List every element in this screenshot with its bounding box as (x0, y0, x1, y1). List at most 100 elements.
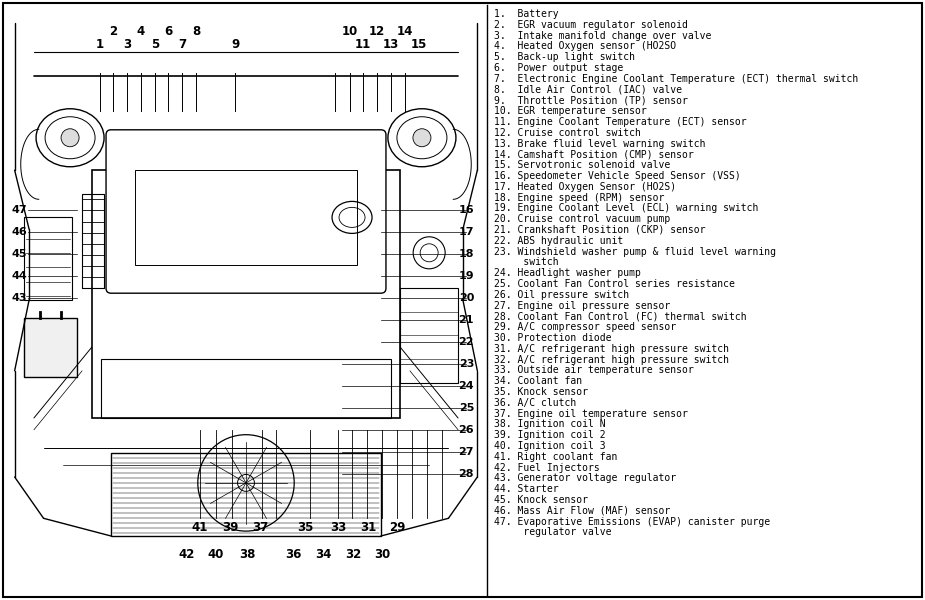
Text: 31: 31 (360, 521, 376, 533)
Text: 5.  Back-up light switch: 5. Back-up light switch (494, 52, 635, 62)
Text: 25. Coolant Fan Control series resistance: 25. Coolant Fan Control series resistanc… (494, 279, 734, 289)
Text: 21: 21 (459, 315, 474, 325)
Text: 4: 4 (137, 25, 145, 38)
Text: 4.  Heated Oxygen sensor (HO2SO: 4. Heated Oxygen sensor (HO2SO (494, 41, 676, 52)
Text: 3: 3 (123, 38, 131, 51)
Text: 5: 5 (151, 38, 159, 51)
Text: 14. Camshaft Position (CMP) sensor: 14. Camshaft Position (CMP) sensor (494, 149, 694, 160)
Text: 1.  Battery: 1. Battery (494, 9, 559, 19)
Text: 11: 11 (355, 38, 371, 51)
Text: 9: 9 (231, 38, 240, 51)
Text: 13: 13 (383, 38, 399, 51)
Text: 18. Engine speed (RPM) sensor: 18. Engine speed (RPM) sensor (494, 193, 664, 203)
Text: 41. Right coolant fan: 41. Right coolant fan (494, 452, 617, 462)
Text: 11. Engine Coolant Temperature (ECT) sensor: 11. Engine Coolant Temperature (ECT) sen… (494, 117, 746, 127)
Text: 46. Mass Air Flow (MAF) sensor: 46. Mass Air Flow (MAF) sensor (494, 506, 671, 516)
Text: 17. Heated Oxygen Sensor (HO2S): 17. Heated Oxygen Sensor (HO2S) (494, 182, 676, 192)
Text: 37. Engine oil temperature sensor: 37. Engine oil temperature sensor (494, 409, 688, 419)
Text: 13. Brake fluid level warning switch: 13. Brake fluid level warning switch (494, 139, 706, 149)
Text: 42: 42 (179, 548, 195, 562)
Text: 10: 10 (342, 25, 358, 38)
Text: 40: 40 (208, 548, 224, 562)
Text: 43: 43 (12, 293, 28, 303)
Text: 23: 23 (459, 359, 474, 369)
Text: 6: 6 (164, 25, 172, 38)
Text: 2: 2 (109, 25, 117, 38)
Text: 44: 44 (12, 271, 28, 281)
Text: 34. Coolant fan: 34. Coolant fan (494, 376, 582, 386)
Text: 39. Ignition coil 2: 39. Ignition coil 2 (494, 430, 606, 440)
Text: 15: 15 (411, 38, 427, 51)
Text: 35: 35 (297, 521, 314, 533)
Text: 45: 45 (12, 249, 28, 259)
Text: 28. Coolant Fan Control (FC) thermal switch: 28. Coolant Fan Control (FC) thermal swi… (494, 311, 746, 322)
Text: 26: 26 (459, 425, 474, 435)
Bar (111, 454, 381, 536)
Text: 23. Windshield washer pump & fluid level warning: 23. Windshield washer pump & fluid level… (494, 247, 776, 257)
Text: 35. Knock sensor: 35. Knock sensor (494, 387, 588, 397)
Text: 10. EGR temperature sensor: 10. EGR temperature sensor (494, 106, 647, 116)
Text: 12: 12 (369, 25, 385, 38)
Bar (24, 217, 72, 300)
Bar (401, 288, 458, 383)
Text: 19. Engine Coolant Level (ECL) warning switch: 19. Engine Coolant Level (ECL) warning s… (494, 203, 758, 214)
Text: 37: 37 (252, 521, 268, 533)
Text: switch: switch (494, 257, 559, 268)
Ellipse shape (413, 129, 431, 147)
Text: 12. Cruise control switch: 12. Cruise control switch (494, 128, 641, 138)
Text: 16: 16 (459, 205, 474, 215)
Bar (82, 194, 105, 288)
Text: 8.  Idle Air Control (IAC) valve: 8. Idle Air Control (IAC) valve (494, 85, 682, 95)
Text: 29: 29 (388, 521, 405, 533)
Text: 9.  Throttle Position (TP) sensor: 9. Throttle Position (TP) sensor (494, 95, 688, 106)
Ellipse shape (61, 129, 79, 147)
Text: 17: 17 (459, 227, 474, 237)
Text: 27. Engine oil pressure sensor: 27. Engine oil pressure sensor (494, 301, 671, 311)
Text: 3.  Intake manifold change over valve: 3. Intake manifold change over valve (494, 31, 711, 41)
Text: 16. Speedometer Vehicle Speed Sensor (VSS): 16. Speedometer Vehicle Speed Sensor (VS… (494, 171, 741, 181)
Text: 46: 46 (12, 227, 28, 237)
Text: 36: 36 (285, 548, 302, 562)
Text: 20: 20 (459, 293, 474, 303)
Text: 7.  Electronic Engine Coolant Temperature (ECT) thermal switch: 7. Electronic Engine Coolant Temperature… (494, 74, 858, 84)
Text: 24: 24 (459, 381, 474, 391)
Text: 8: 8 (191, 25, 200, 38)
Text: 24. Headlight washer pump: 24. Headlight washer pump (494, 268, 641, 278)
Text: 42. Fuel Injectors: 42. Fuel Injectors (494, 463, 599, 473)
Text: 29. A/C compressor speed sensor: 29. A/C compressor speed sensor (494, 322, 676, 332)
Ellipse shape (238, 475, 254, 491)
Text: 18: 18 (459, 249, 474, 259)
Bar (135, 170, 357, 265)
Text: 33: 33 (330, 521, 346, 533)
Text: 27: 27 (459, 447, 474, 457)
Text: 26. Oil pressure switch: 26. Oil pressure switch (494, 290, 629, 300)
Text: 22. ABS hydraulic unit: 22. ABS hydraulic unit (494, 236, 623, 246)
Text: 6.  Power output stage: 6. Power output stage (494, 63, 623, 73)
Text: 20. Cruise control vacuum pump: 20. Cruise control vacuum pump (494, 214, 671, 224)
Text: 34: 34 (314, 548, 331, 562)
Text: 40. Ignition coil 3: 40. Ignition coil 3 (494, 441, 606, 451)
Text: 38. Ignition coil N: 38. Ignition coil N (494, 419, 606, 430)
Text: 43. Generator voltage regulator: 43. Generator voltage regulator (494, 473, 676, 484)
FancyBboxPatch shape (106, 130, 386, 293)
Bar (92, 170, 401, 418)
Text: 44. Starter: 44. Starter (494, 484, 559, 494)
Text: 15. Servotronic solenoid valve: 15. Servotronic solenoid valve (494, 160, 671, 170)
Text: 36. A/C clutch: 36. A/C clutch (494, 398, 576, 408)
Text: 2.  EGR vacuum regulator solenoid: 2. EGR vacuum regulator solenoid (494, 20, 688, 30)
Text: 1: 1 (96, 38, 104, 51)
Text: 22: 22 (459, 337, 474, 347)
Text: 39: 39 (222, 521, 239, 533)
Text: 25: 25 (459, 403, 474, 413)
Text: 30: 30 (374, 548, 390, 562)
Bar (102, 359, 390, 418)
Text: regulator valve: regulator valve (494, 527, 611, 538)
Text: 33. Outside air temperature sensor: 33. Outside air temperature sensor (494, 365, 694, 376)
Text: 47: 47 (12, 205, 28, 215)
Text: 21. Crankshaft Position (CKP) sensor: 21. Crankshaft Position (CKP) sensor (494, 225, 706, 235)
Text: 45. Knock sensor: 45. Knock sensor (494, 495, 588, 505)
Bar (24, 318, 78, 377)
Text: 38: 38 (239, 548, 255, 562)
Text: 41: 41 (191, 521, 208, 533)
Text: 32: 32 (345, 548, 361, 562)
